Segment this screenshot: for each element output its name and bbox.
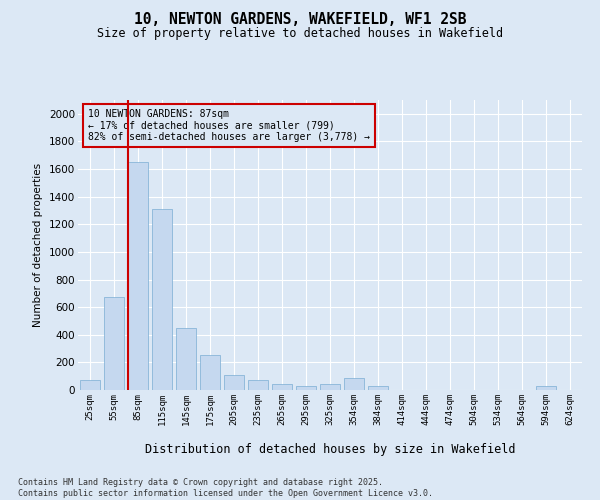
Text: Distribution of detached houses by size in Wakefield: Distribution of detached houses by size … xyxy=(145,442,515,456)
Text: 10 NEWTON GARDENS: 87sqm
← 17% of detached houses are smaller (799)
82% of semi-: 10 NEWTON GARDENS: 87sqm ← 17% of detach… xyxy=(88,108,370,142)
Bar xyxy=(536,386,556,390)
Bar xyxy=(248,380,268,390)
Text: Size of property relative to detached houses in Wakefield: Size of property relative to detached ho… xyxy=(97,28,503,40)
Text: 10, NEWTON GARDENS, WAKEFIELD, WF1 2SB: 10, NEWTON GARDENS, WAKEFIELD, WF1 2SB xyxy=(134,12,466,28)
Bar xyxy=(368,386,388,390)
Bar xyxy=(152,209,172,390)
Bar xyxy=(320,384,340,390)
Bar xyxy=(296,386,316,390)
Bar xyxy=(344,378,364,390)
Bar xyxy=(200,356,220,390)
Bar xyxy=(104,298,124,390)
Y-axis label: Number of detached properties: Number of detached properties xyxy=(34,163,43,327)
Bar xyxy=(224,375,244,390)
Bar xyxy=(272,384,292,390)
Text: Contains HM Land Registry data © Crown copyright and database right 2025.
Contai: Contains HM Land Registry data © Crown c… xyxy=(18,478,433,498)
Bar xyxy=(80,380,100,390)
Bar xyxy=(128,162,148,390)
Bar xyxy=(176,328,196,390)
